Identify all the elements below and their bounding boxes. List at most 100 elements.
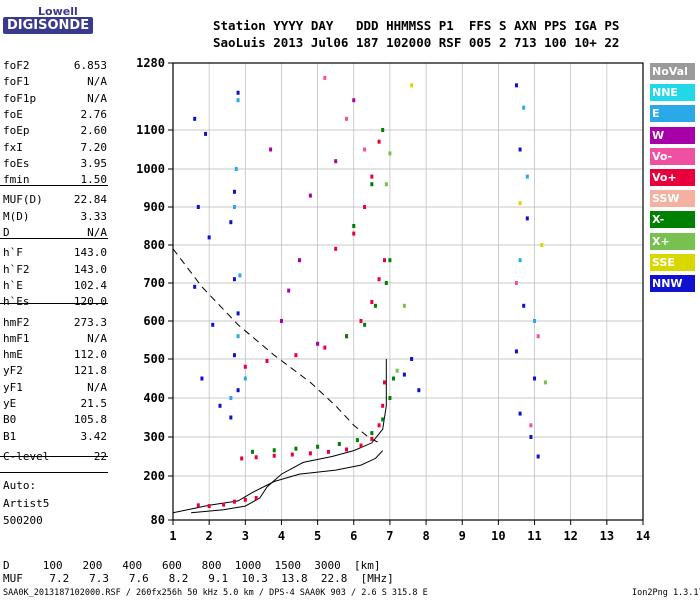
data-point-vo <box>323 345 327 350</box>
data-point-e <box>238 273 242 278</box>
data-point-x <box>373 303 377 308</box>
legend-item-x: X- <box>650 211 695 229</box>
param-label: hmF2 <box>3 315 30 329</box>
y-tick-label: 1000 <box>136 162 165 176</box>
auto-artist: Artist5 <box>3 497 50 510</box>
data-point-vo <box>334 246 338 251</box>
data-point-nnw <box>410 357 414 361</box>
footer-version: Ion2Png 1.3.17 <box>632 588 700 598</box>
data-point-nnw <box>204 131 208 136</box>
data-point-nnw <box>232 353 236 358</box>
data-point-nnw <box>514 83 518 88</box>
data-point-vo <box>240 456 244 461</box>
data-point-vo <box>265 358 269 363</box>
data-point-e <box>522 105 526 110</box>
data-point-nnw <box>218 403 222 408</box>
param-value: 102.4 <box>73 278 107 292</box>
param-value: 6.853 <box>73 59 107 72</box>
param-value: 3.33 <box>80 209 108 223</box>
data-point-x <box>388 396 392 400</box>
data-point-vo <box>370 436 374 441</box>
legend-item-e: E <box>650 105 695 123</box>
data-point-x <box>395 368 399 373</box>
data-point-vo <box>383 380 386 385</box>
data-point-vo <box>345 116 349 121</box>
data-point-sse <box>518 201 522 206</box>
data-point-vo <box>323 75 327 80</box>
data-point-vo <box>359 443 363 448</box>
data-point-x <box>392 376 396 381</box>
data-point-w <box>316 341 320 346</box>
data-point-x <box>294 446 298 451</box>
data-point-nnw <box>533 376 537 381</box>
data-point-vo <box>363 205 367 209</box>
param-value: N/A <box>87 226 107 239</box>
param-value: 112.0 <box>73 348 107 362</box>
data-point-e <box>518 258 522 263</box>
plot-frame <box>172 62 644 521</box>
data-point-sse <box>540 243 544 247</box>
data-point-nnw <box>236 90 240 95</box>
data-point-x <box>388 151 392 156</box>
data-point-vo <box>377 277 381 282</box>
header-line-1: Station YYYY DAY DDD HHMMSS P1 FFS S AXN… <box>213 18 620 33</box>
legend-item-ssw: SSW <box>650 190 695 208</box>
y-tick-label: 800 <box>143 238 165 252</box>
x-tick-label: 1 <box>169 529 176 543</box>
data-point-vo <box>207 504 211 509</box>
data-point-nnw <box>193 284 197 289</box>
data-point-nnw <box>211 322 215 327</box>
param-value: 22.84 <box>73 193 107 207</box>
model-curve-f2 <box>191 359 387 514</box>
data-point-x <box>402 303 406 308</box>
header-line-2: SaoLuis 2013 Jul06 187 102000 RSF 005 2 … <box>213 35 620 50</box>
legend-item-vo: Vo- <box>650 147 695 165</box>
data-point-vo <box>345 447 349 452</box>
param-value: N/A <box>87 91 107 105</box>
data-point-x <box>251 449 255 454</box>
param-label: fxI <box>3 140 23 154</box>
data-point-vo <box>370 174 374 179</box>
param-separator <box>0 303 108 304</box>
muf-table-distance-row: D 100 200 400 600 800 1000 1500 3000 [km… <box>3 559 381 572</box>
x-tick-label: 3 <box>242 529 249 543</box>
data-point-vo <box>536 334 540 339</box>
logo-lowell: Lowell <box>38 5 78 18</box>
data-point-nnw <box>417 388 421 393</box>
x-tick-label: 12 <box>563 529 577 543</box>
param-label: h`Es <box>3 295 30 309</box>
data-point-nnw <box>536 454 540 459</box>
x-tick-label: 7 <box>386 529 393 543</box>
data-point-vo <box>243 364 247 369</box>
data-point-vo <box>254 455 258 460</box>
data-point-nnw <box>522 303 526 308</box>
data-point-nnw <box>196 205 200 209</box>
data-point-w <box>298 258 302 263</box>
param-separator <box>0 238 108 239</box>
y-tick-label: 80 <box>151 513 165 527</box>
data-point-x <box>543 380 547 385</box>
data-point-x <box>384 182 388 187</box>
param-value: 143.0 <box>73 262 107 276</box>
param-value: 143.0 <box>73 246 107 260</box>
param-value: 105.8 <box>73 413 107 427</box>
data-point-nnw <box>232 277 236 282</box>
model-curve-lower <box>172 450 384 514</box>
data-point-vo <box>381 403 385 408</box>
legend-item-vo: Vo+ <box>650 169 695 186</box>
param-label: hmF1 <box>3 331 30 345</box>
param-value: N/A <box>87 331 107 345</box>
data-point-vo <box>308 451 312 456</box>
y-tick-label: 900 <box>143 200 165 214</box>
muf-table-muf-row: MUF 7.2 7.3 7.6 8.2 9.1 10.3 13.8 22.8 [… <box>3 572 394 585</box>
data-point-vo <box>243 497 247 502</box>
legend-item-noval: NoVal <box>650 63 695 80</box>
param-label: foF1 <box>3 75 30 89</box>
auto-label: Auto: <box>3 479 37 492</box>
param-label: M(D) <box>3 209 30 223</box>
data-point-e <box>232 205 236 209</box>
data-point-nnw <box>236 311 240 316</box>
legend-item-nne: NNE <box>650 84 695 102</box>
logo-digisonde: DIGISONDE <box>3 17 94 34</box>
x-tick-label: 8 <box>422 529 429 543</box>
